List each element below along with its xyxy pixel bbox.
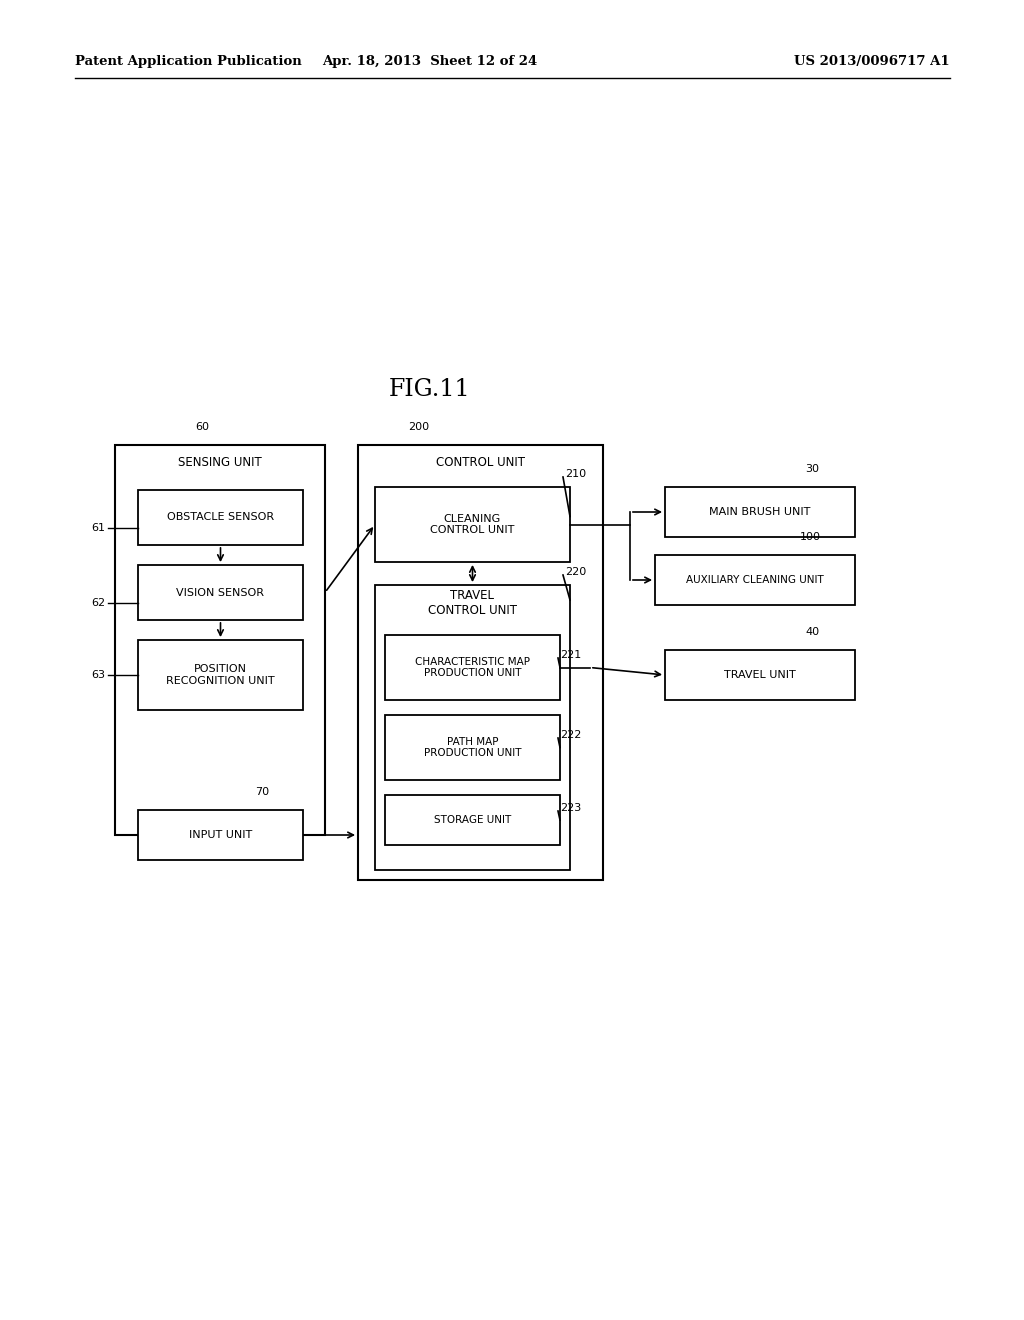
Text: 222: 222 xyxy=(560,730,582,741)
Text: AUXILIARY CLEANING UNIT: AUXILIARY CLEANING UNIT xyxy=(686,576,824,585)
Text: 221: 221 xyxy=(560,649,582,660)
Text: CLEANING
CONTROL UNIT: CLEANING CONTROL UNIT xyxy=(430,513,515,536)
Text: 61: 61 xyxy=(91,523,105,533)
Text: 220: 220 xyxy=(565,568,587,577)
Text: 210: 210 xyxy=(565,469,586,479)
Text: 40: 40 xyxy=(805,627,819,638)
Bar xyxy=(655,554,855,605)
Bar xyxy=(115,445,325,836)
Text: CONTROL UNIT: CONTROL UNIT xyxy=(436,457,525,470)
Text: 30: 30 xyxy=(805,465,819,474)
Text: INPUT UNIT: INPUT UNIT xyxy=(188,830,252,840)
Text: VISION SENSOR: VISION SENSOR xyxy=(176,587,264,598)
Bar xyxy=(385,715,560,780)
Text: 63: 63 xyxy=(91,671,105,680)
Bar xyxy=(358,445,603,880)
Text: STORAGE UNIT: STORAGE UNIT xyxy=(434,814,511,825)
Text: Patent Application Publication: Patent Application Publication xyxy=(75,55,302,69)
Text: 62: 62 xyxy=(91,598,105,609)
Bar xyxy=(138,640,303,710)
Text: OBSTACLE SENSOR: OBSTACLE SENSOR xyxy=(167,512,274,523)
Text: 100: 100 xyxy=(800,532,821,543)
Text: Apr. 18, 2013  Sheet 12 of 24: Apr. 18, 2013 Sheet 12 of 24 xyxy=(323,55,538,69)
Bar xyxy=(138,490,303,545)
Text: PATH MAP
PRODUCTION UNIT: PATH MAP PRODUCTION UNIT xyxy=(424,737,521,758)
Text: 200: 200 xyxy=(408,422,429,432)
Bar xyxy=(375,585,570,870)
Bar xyxy=(138,565,303,620)
Text: TRAVEL
CONTROL UNIT: TRAVEL CONTROL UNIT xyxy=(428,589,517,616)
Text: CHARACTERISTIC MAP
PRODUCTION UNIT: CHARACTERISTIC MAP PRODUCTION UNIT xyxy=(415,657,530,678)
Text: POSITION
RECOGNITION UNIT: POSITION RECOGNITION UNIT xyxy=(166,664,274,686)
Text: TRAVEL UNIT: TRAVEL UNIT xyxy=(724,671,796,680)
Bar xyxy=(385,635,560,700)
Text: 223: 223 xyxy=(560,803,582,813)
Text: US 2013/0096717 A1: US 2013/0096717 A1 xyxy=(795,55,950,69)
Text: 70: 70 xyxy=(255,787,269,797)
Text: SENSING UNIT: SENSING UNIT xyxy=(178,457,262,470)
Bar xyxy=(138,810,303,861)
Bar xyxy=(665,487,855,537)
Bar xyxy=(385,795,560,845)
Bar xyxy=(375,487,570,562)
Text: MAIN BRUSH UNIT: MAIN BRUSH UNIT xyxy=(710,507,811,517)
Text: FIG.11: FIG.11 xyxy=(389,379,471,401)
Text: 60: 60 xyxy=(195,422,209,432)
Bar xyxy=(665,649,855,700)
